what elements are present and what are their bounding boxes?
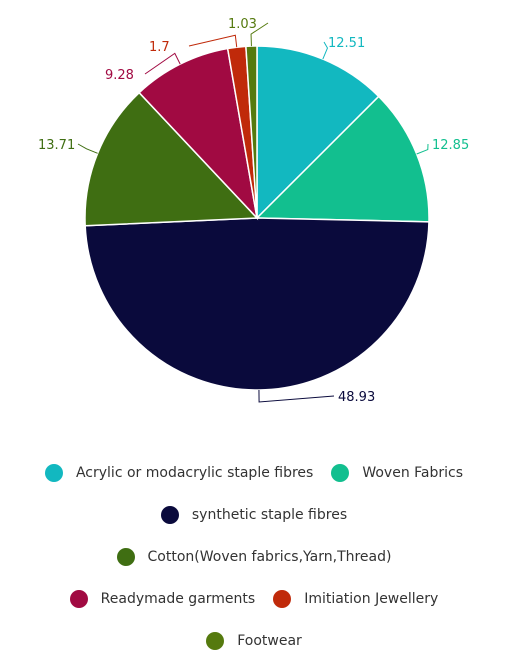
- legend-swatch-icon: [331, 464, 350, 482]
- leader-line-2: [416, 143, 429, 155]
- pie-slice-5[interactable]: [138, 47, 259, 221]
- legend-swatch-icon: [273, 590, 292, 608]
- legend-swatch-icon: [116, 548, 135, 566]
- legend-label: Cotton(Woven fabrics,Yarn,Thread): [147, 549, 392, 565]
- legend-label: Acrylic or modacrylic staple fibres: [75, 465, 314, 481]
- legend-item-4[interactable]: Cotton(Woven fabrics,Yarn,Thread): [116, 548, 392, 566]
- slice-value-label-2: 12.85: [432, 138, 469, 153]
- legend-item-3[interactable]: synthetic staple fibres: [160, 506, 348, 524]
- legend-item-1[interactable]: Acrylic or modacrylic staple fibres: [44, 464, 314, 482]
- slice-value-label-3: 48.93: [338, 390, 375, 405]
- legend-row-1: Acrylic or modacrylic staple fibres Woven…: [0, 452, 508, 494]
- slice-value-label-6: 1.7: [149, 40, 170, 55]
- pie-slice-1[interactable]: [256, 45, 380, 220]
- legend-row-5: Footwear: [0, 620, 508, 662]
- legend-row-4: Readymade garments Imitiation Jewellery: [0, 578, 508, 620]
- legend-label: Footwear: [237, 633, 302, 649]
- pie-chart: 12.51 12.85 48.93 13.71 9.28 1.7 1.03: [38, 17, 469, 405]
- leader-line-6: [188, 34, 238, 48]
- label-leader-lines: [77, 22, 429, 403]
- pie-slice-7[interactable]: [245, 45, 258, 219]
- slice-value-label-1: 12.51: [328, 36, 365, 51]
- legend-label: Readymade garments: [100, 591, 256, 607]
- legend-swatch-icon: [69, 590, 88, 608]
- chart-legend: Acrylic or modacrylic staple fibres Woven…: [0, 452, 508, 662]
- legend-item-2[interactable]: Woven Fabrics: [331, 464, 463, 482]
- slice-value-label-4: 13.71: [38, 138, 75, 153]
- slice-value-labels: 12.51 12.85 48.93 13.71 9.28 1.7 1.03: [38, 17, 469, 405]
- legend-item-5[interactable]: Readymade garments: [69, 590, 256, 608]
- legend-row-2: synthetic staple fibres: [0, 494, 508, 536]
- slice-value-label-7: 1.03: [228, 17, 257, 32]
- legend-item-7[interactable]: Footwear: [206, 632, 302, 650]
- legend-label: synthetic staple fibres: [191, 507, 348, 523]
- leader-line-4: [77, 143, 98, 154]
- leader-line-7: [250, 22, 269, 47]
- leader-line-5: [144, 52, 181, 75]
- legend-swatch-icon: [44, 464, 63, 482]
- slice-value-label-5: 9.28: [105, 68, 134, 83]
- pie-slice-3[interactable]: [84, 217, 430, 391]
- leader-line-1: [322, 41, 329, 60]
- leader-line-3: [258, 389, 335, 403]
- pie-slice-4[interactable]: [84, 91, 259, 227]
- legend-swatch-icon: [206, 632, 225, 650]
- legend-item-6[interactable]: Imitiation Jewellery: [273, 590, 438, 608]
- pie-slices: [84, 45, 430, 391]
- legend-label: Imitiation Jewellery: [304, 591, 439, 607]
- pie-slice-2[interactable]: [255, 95, 430, 223]
- legend-label: Woven Fabrics: [362, 465, 464, 481]
- legend-row-3: Cotton(Woven fabrics,Yarn,Thread): [0, 536, 508, 578]
- legend-swatch-icon: [160, 506, 179, 524]
